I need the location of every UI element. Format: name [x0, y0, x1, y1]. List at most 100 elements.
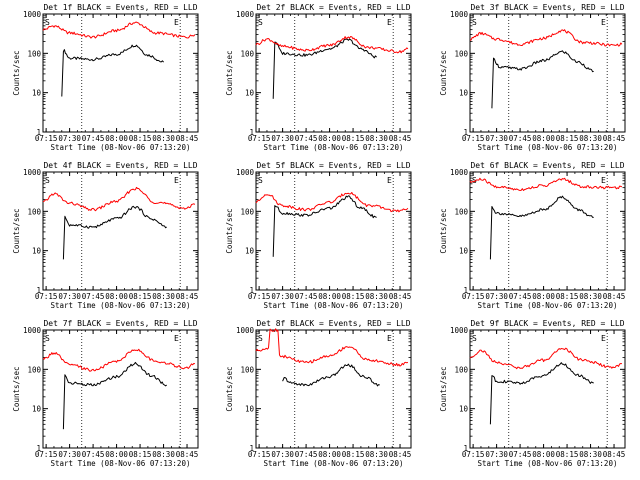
detector-panel: Det 5f BLACK = Events, RED = LLD 1 10 100 10… [225, 161, 412, 310]
y-axis-label: Counts/sec [439, 208, 448, 253]
plot-frame [255, 171, 412, 291]
x-tick-label: 08:30 [152, 134, 175, 143]
x-tick-label: 07:30 [485, 134, 508, 143]
end-marker-label: E [387, 334, 392, 343]
events-series-line [489, 195, 594, 260]
x-tick-label: 07:30 [58, 134, 81, 143]
x-tick-label: 07:15 [35, 450, 58, 459]
y-axis-label: Counts/sec [439, 366, 448, 411]
start-marker-label: S [472, 176, 477, 185]
start-marker-label: S [472, 18, 477, 27]
x-tick-label: 08:15 [556, 450, 579, 459]
x-tick-label: 08:45 [176, 292, 199, 301]
detector-panel: Det 4f BLACK = Events, RED = LLD 1 10 100 10… [12, 161, 199, 310]
y-tick-label: 1 [249, 128, 254, 137]
events-series-line [61, 44, 164, 97]
x-tick-label: 08:00 [318, 292, 341, 301]
x-tick-label: 07:15 [462, 292, 485, 301]
x-tick-label: 07:15 [462, 450, 485, 459]
x-axis-label: Start Time (08-Nov-06 07:13:20) [264, 143, 404, 152]
y-tick-label: 100 [27, 49, 41, 58]
y-tick-label: 100 [240, 365, 254, 374]
y-tick-label: 1000 [450, 168, 469, 177]
plot-frame [42, 13, 199, 133]
plot-frame [255, 329, 412, 449]
events-series-line [62, 361, 168, 430]
x-axis-label: Start Time (08-Nov-06 07:13:20) [264, 301, 404, 310]
y-axis-label: Counts/sec [225, 50, 234, 95]
x-tick-label: 07:45 [82, 450, 105, 459]
x-tick-label: 08:30 [579, 450, 602, 459]
x-axis-label: Start Time (08-Nov-06 07:13:20) [478, 143, 618, 152]
y-tick-label: 1 [36, 128, 41, 137]
y-tick-label: 1000 [450, 326, 469, 335]
y-tick-label: 1000 [23, 168, 42, 177]
lld-series-line [255, 36, 409, 54]
y-tick-label: 100 [240, 49, 254, 58]
x-tick-label: 08:30 [365, 292, 388, 301]
x-tick-label: 08:45 [603, 134, 626, 143]
y-tick-label: 1000 [236, 168, 255, 177]
x-tick-label: 07:15 [462, 134, 485, 143]
detector-panel: Det 3f BLACK = Events, RED = LLD 1 10 100 10… [439, 3, 626, 152]
start-marker-label: S [472, 334, 477, 343]
x-tick-label: 07:30 [485, 292, 508, 301]
lld-series-line [255, 192, 409, 213]
y-tick-label: 10 [245, 89, 255, 98]
y-tick-label: 1000 [236, 326, 255, 335]
y-tick-label: 1 [463, 286, 468, 295]
end-marker-label: E [174, 176, 179, 185]
detector-panel: Det 8f BLACK = Events, RED = LLD 1 10 100 10… [225, 319, 412, 468]
end-marker-label: E [601, 176, 606, 185]
x-tick-label: 08:00 [532, 292, 555, 301]
y-tick-label: 1000 [23, 326, 42, 335]
x-tick-label: 07:45 [295, 134, 318, 143]
y-tick-label: 10 [459, 89, 469, 98]
x-tick-label: 08:45 [603, 450, 626, 459]
panel-title: Det 4f BLACK = Events, RED = LLD [43, 161, 197, 170]
panel-title: Det 9f BLACK = Events, RED = LLD [470, 319, 624, 328]
panel-title: Det 1f BLACK = Events, RED = LLD [43, 3, 197, 12]
x-tick-label: 08:00 [318, 134, 341, 143]
start-marker-label: S [45, 176, 50, 185]
y-axis-label: Counts/sec [12, 366, 21, 411]
y-tick-label: 10 [32, 247, 42, 256]
plot-frame [469, 171, 626, 291]
x-tick-label: 07:15 [35, 292, 58, 301]
x-tick-label: 07:15 [248, 134, 271, 143]
x-tick-label: 08:45 [603, 292, 626, 301]
x-tick-label: 08:00 [532, 450, 555, 459]
x-tick-label: 07:30 [58, 292, 81, 301]
y-tick-label: 1000 [23, 10, 42, 19]
lld-series-line [42, 21, 196, 39]
y-tick-label: 100 [240, 207, 254, 216]
x-axis-label: Start Time (08-Nov-06 07:13:20) [51, 301, 191, 310]
y-tick-label: 10 [32, 89, 42, 98]
x-tick-label: 08:30 [579, 134, 602, 143]
x-tick-label: 07:45 [509, 134, 532, 143]
end-marker-label: E [387, 18, 392, 27]
x-tick-label: 08:45 [176, 134, 199, 143]
y-tick-label: 100 [27, 365, 41, 374]
y-tick-label: 1 [463, 444, 468, 453]
y-axis-label: Counts/sec [439, 50, 448, 95]
y-axis-label: Counts/sec [12, 50, 21, 95]
panel-title: Det 2f BLACK = Events, RED = LLD [256, 3, 410, 12]
y-axis-label: Counts/sec [225, 208, 234, 253]
y-tick-label: 1000 [236, 10, 255, 19]
panel-title: Det 5f BLACK = Events, RED = LLD [256, 161, 410, 170]
events-series-line [282, 363, 380, 387]
x-axis-label: Start Time (08-Nov-06 07:13:20) [478, 459, 618, 468]
plot-frame [255, 13, 412, 133]
events-series-line [272, 195, 377, 257]
y-tick-label: 1 [249, 286, 254, 295]
x-tick-label: 08:30 [365, 134, 388, 143]
panel-title: Det 6f BLACK = Events, RED = LLD [470, 161, 624, 170]
start-marker-label: S [45, 18, 50, 27]
y-tick-label: 10 [245, 247, 255, 256]
panel-title: Det 8f BLACK = Events, RED = LLD [256, 319, 410, 328]
lld-series-line [255, 328, 409, 367]
y-tick-label: 10 [459, 247, 469, 256]
lld-series-line [42, 348, 195, 372]
